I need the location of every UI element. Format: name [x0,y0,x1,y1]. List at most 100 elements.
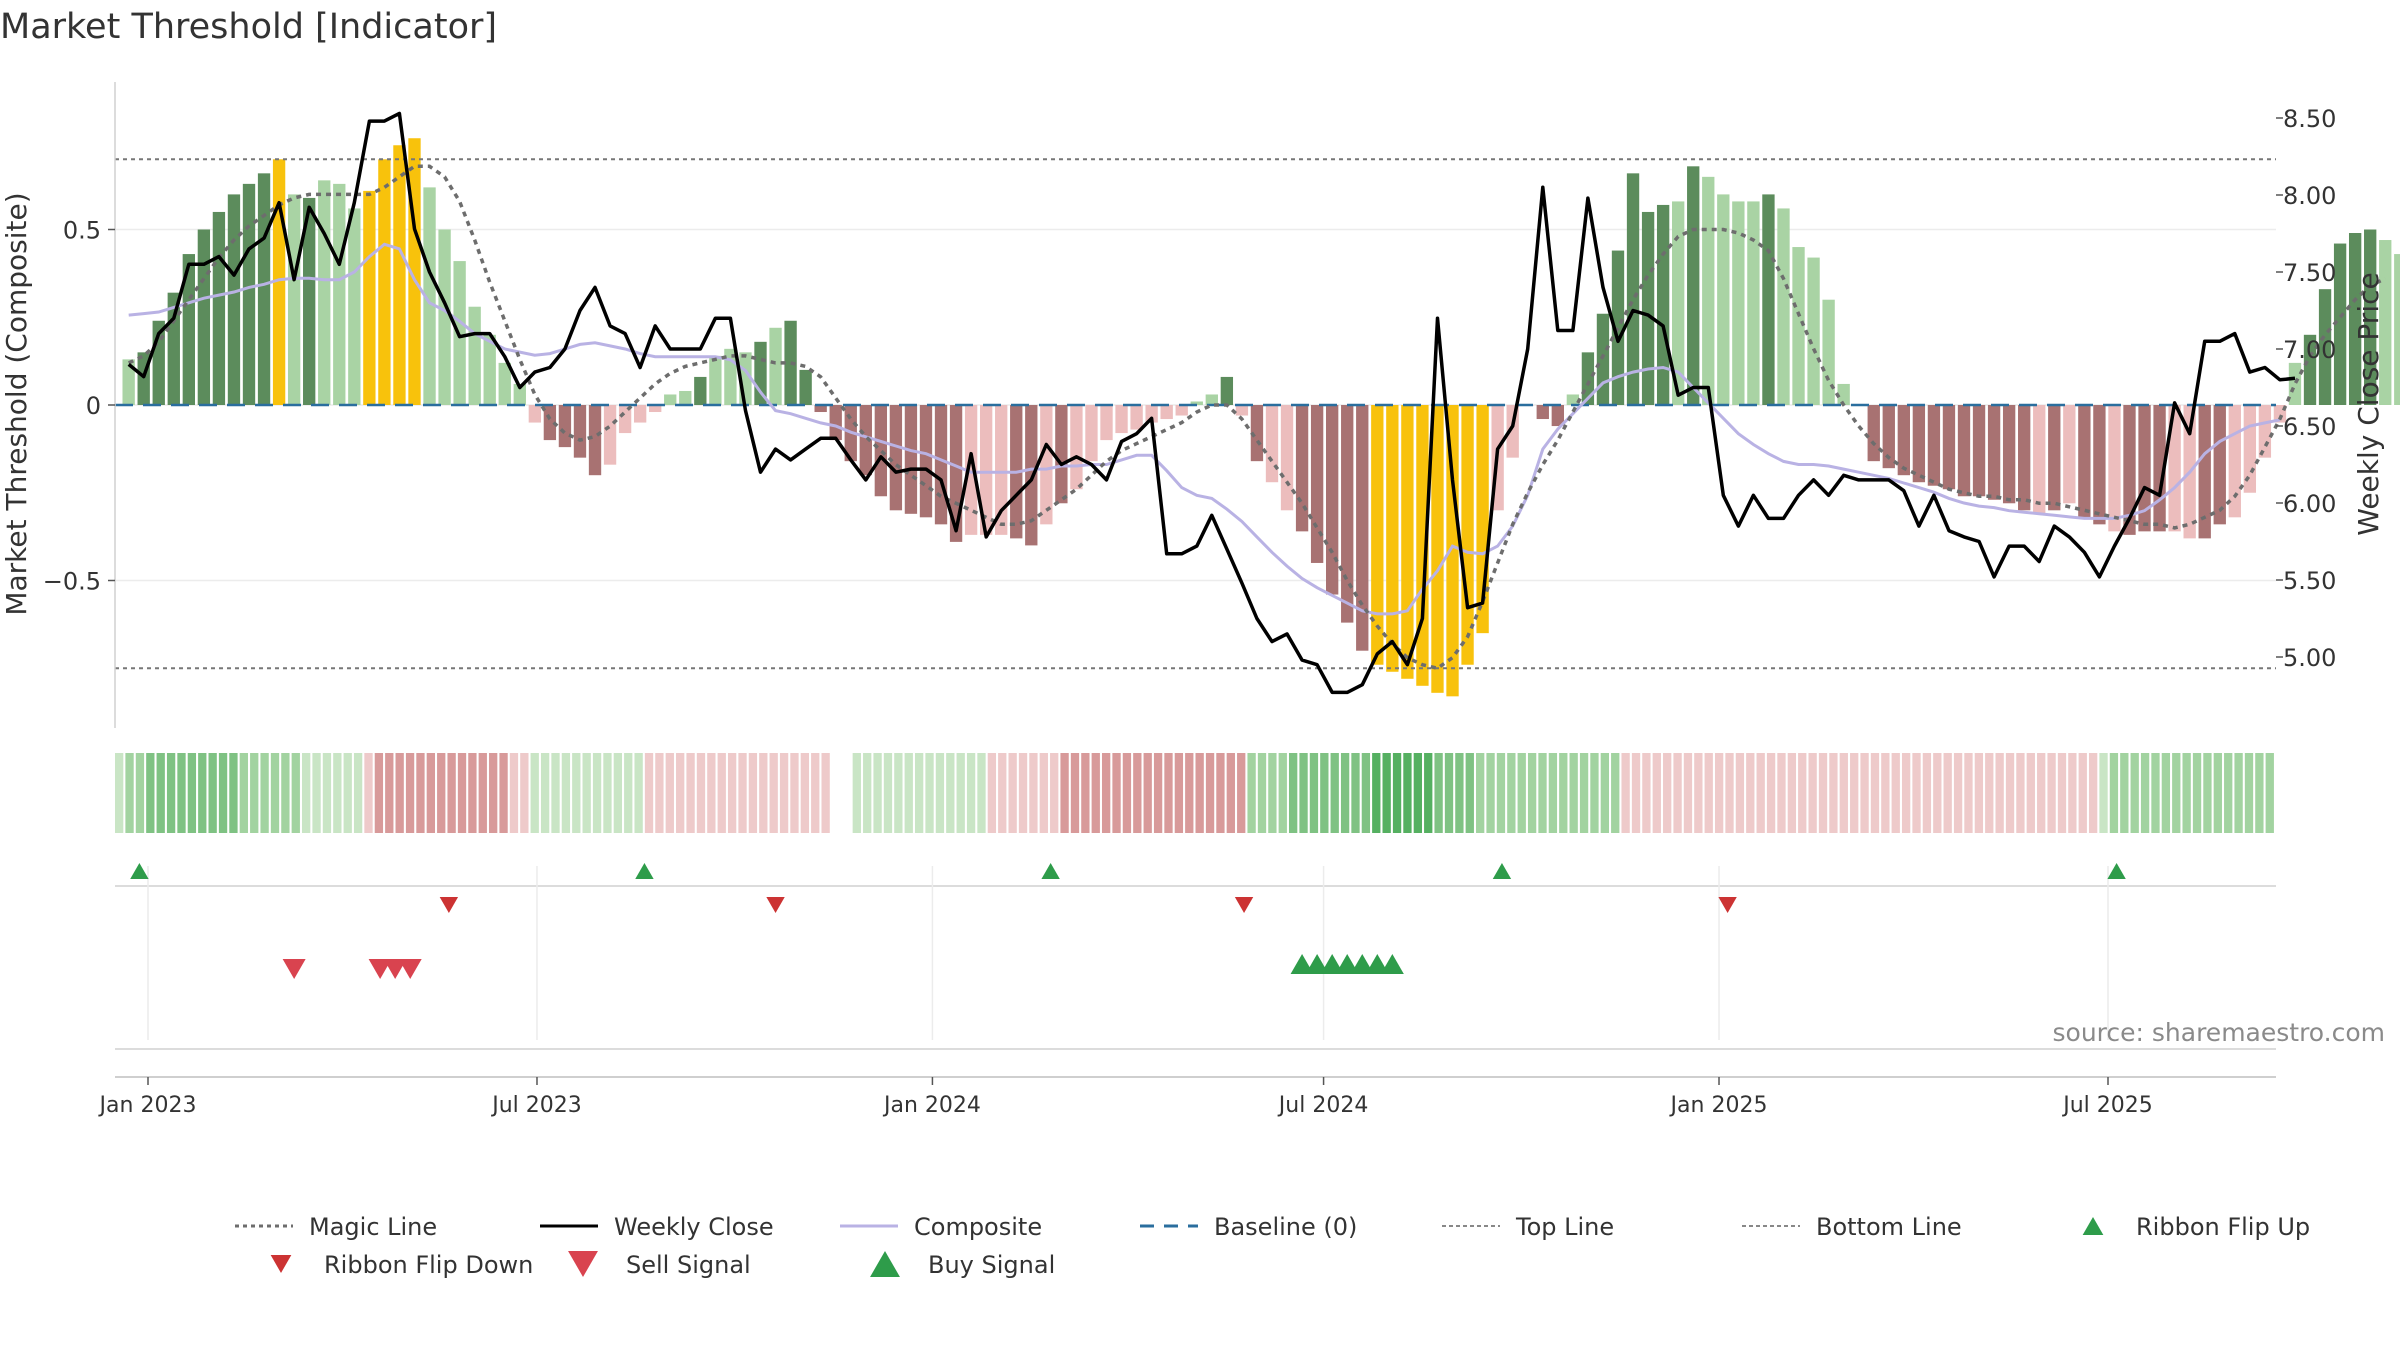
ribbon-cell [2057,753,2067,833]
legend: Magic Line Weekly Close Composite Baseline … [235,1213,2310,1279]
ribbon-cell [1652,753,1661,833]
ribbon-cell [925,753,934,833]
x-tick-label: Jan 2025 [1669,1093,1768,1118]
ribbon-cell [769,753,778,833]
ribbon-cell [790,753,799,833]
composite-bar [1446,405,1459,697]
sell-signal-marker [368,959,392,979]
buy-signal-marker [1350,954,1374,974]
composite-bar [2213,405,2226,525]
x-tick-label: Jul 2023 [490,1093,582,1118]
ribbon-cell [478,753,487,833]
buy-signal-marker [1305,954,1329,974]
ribbon-cell [852,753,861,833]
ribbon-cell [1881,753,1890,833]
ribbon-cell [1091,753,1100,833]
ribbon-cell [1382,753,1391,833]
composite-bar [318,180,331,405]
ribbon-cell [229,753,238,833]
ribbon-cell [1444,753,1454,833]
legend-label: Sell Signal [626,1251,751,1279]
composite-bar [664,394,677,405]
composite-bar [1295,405,1309,532]
legend-label: Magic Line [309,1213,437,1241]
composite-bar [1897,405,1911,476]
composite-bar [1070,405,1083,490]
composite-bar [2228,405,2241,518]
ribbon-cell [842,753,851,833]
ribbon-cell [1933,753,1942,833]
composite-bar [1987,405,2001,500]
ribbon-cell [302,753,311,833]
ribbon-cell [447,753,456,833]
composite-bar [1957,405,1971,497]
composite-bar [528,405,542,423]
legend-item: Composite [840,1213,1042,1241]
ribbon-cell [135,753,145,833]
composite-bar [182,254,196,405]
composite-bar [2168,405,2181,532]
ribbon-cell [322,753,332,833]
ribbon-cell [2182,753,2191,833]
ribbon-cell [1839,753,1848,833]
right-tick-label: 6.50 [2283,413,2336,441]
composite-bar [438,229,451,405]
ribbon-cell [956,753,965,833]
ribbon-cell [1995,753,2004,833]
composite-bar [859,405,872,476]
ribbon-cell [655,753,664,833]
ribbon-cell [1901,753,1911,833]
composite-bar [498,362,511,405]
ribbon-cell [2203,753,2212,833]
ribbon-cell [1974,753,1984,833]
ribbon-cell [1507,753,1516,833]
ribbon-cell [1122,753,1132,833]
composite-bar [1416,405,1429,686]
ribbon-cell [1870,753,1880,833]
composite-bar [995,405,1008,535]
composite-bar [1115,405,1128,434]
ribbon-cell [1351,753,1360,833]
x-tick-label: Jan 2023 [98,1093,197,1118]
ribbon-cell [2140,753,2150,833]
composite-bar [1160,405,1173,420]
legend-item: Baseline (0) [1140,1213,1357,1241]
composite-bar [242,183,256,405]
ribbon-cell [696,753,706,833]
composite-bar [2138,405,2151,532]
legend-item: Ribbon Flip Up [2082,1213,2310,1241]
composite-bar [1265,405,1279,483]
ribbon-cell [2088,753,2098,833]
ribbon-cell [572,753,581,833]
ribbon-cell [676,753,685,833]
ribbon-cell [1548,753,1558,833]
right-axis-label: Weekly Close Price [2352,272,2385,535]
ribbon-cell [2151,753,2160,833]
composite-bar [1205,394,1218,405]
ribbon-cell [1787,753,1797,833]
ribbon-cell [1403,753,1412,833]
right-tick-label: 5.50 [2283,567,2336,595]
composite-bar [423,187,436,405]
ribbon-cell [603,753,612,833]
composite-bar [1762,194,1775,405]
legend-item: Buy Signal [870,1251,1055,1279]
composite-bar [1927,405,1941,486]
ribbon-cell [738,753,747,833]
ribbon-cell [1185,753,1194,833]
composite-bar [212,211,226,405]
legend-label: Weekly Close [614,1213,774,1241]
ribbon-cell [1174,753,1184,833]
composite-bar [1732,201,1745,405]
left-tick-label: −0.5 [43,568,101,596]
composite-bar [197,229,211,405]
composite-bar [1882,405,1895,469]
ribbon-cell [1694,753,1703,833]
composite-bar [2033,405,2046,514]
ribbon-cell [966,753,976,833]
ribbon-cell [1486,753,1495,833]
ribbon-cell [281,753,290,833]
composite-bar [1175,405,1188,416]
ribbon-cell [1818,753,1828,833]
ribbon-cell [748,753,758,833]
